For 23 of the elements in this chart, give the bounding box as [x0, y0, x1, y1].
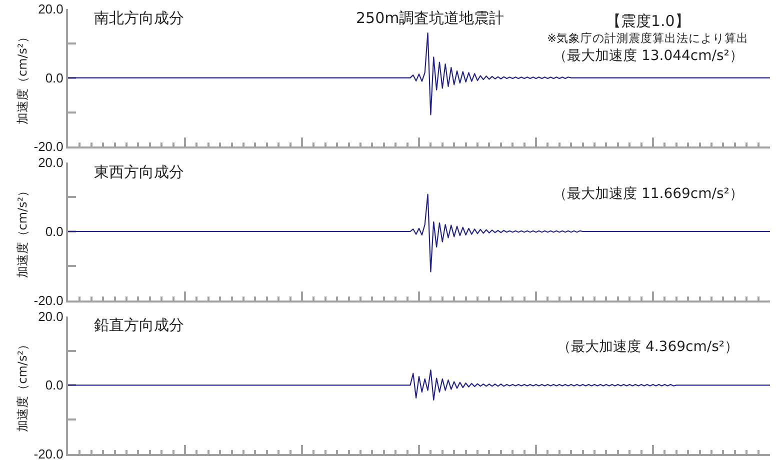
- annotation: ※気象庁の計測震度算出法により算出: [547, 31, 749, 45]
- y-axis-title: 加速度（cm/s²）: [16, 31, 30, 125]
- y-tick-label: 0.0: [45, 70, 64, 86]
- annotation: 【震度1.0】: [606, 12, 690, 30]
- y-tick-label: 0.0: [45, 224, 64, 240]
- line-series: [68, 369, 770, 401]
- y-tick-label: 20.0: [38, 308, 64, 324]
- y-axis-title: 加速度（cm/s²）: [16, 184, 30, 278]
- chart-title: 東西方向成分: [94, 163, 184, 181]
- annotation: （最大加速度 4.369cm/s²）: [557, 339, 738, 355]
- y-tick-label: -20.0: [34, 446, 64, 462]
- y-tick-label: -20.0: [34, 292, 64, 308]
- annotation: （最大加速度 11.669cm/s²）: [553, 186, 744, 202]
- line-series: [68, 32, 770, 116]
- y-axis-title: 加速度（cm/s²）: [16, 338, 30, 432]
- y-tick-label: 0.0: [45, 378, 64, 393]
- chart-title: 鉛直方向成分: [94, 316, 184, 334]
- y-tick-label: 20.0: [38, 2, 64, 17]
- annotation: （最大加速度 13.044cm/s²）: [553, 48, 744, 64]
- annotation: 250m調査坑道地震計: [356, 9, 504, 27]
- y-tick-label: 20.0: [38, 155, 64, 170]
- chart-title: 南北方向成分: [94, 9, 184, 27]
- y-tick-label: -20.0: [34, 139, 64, 154]
